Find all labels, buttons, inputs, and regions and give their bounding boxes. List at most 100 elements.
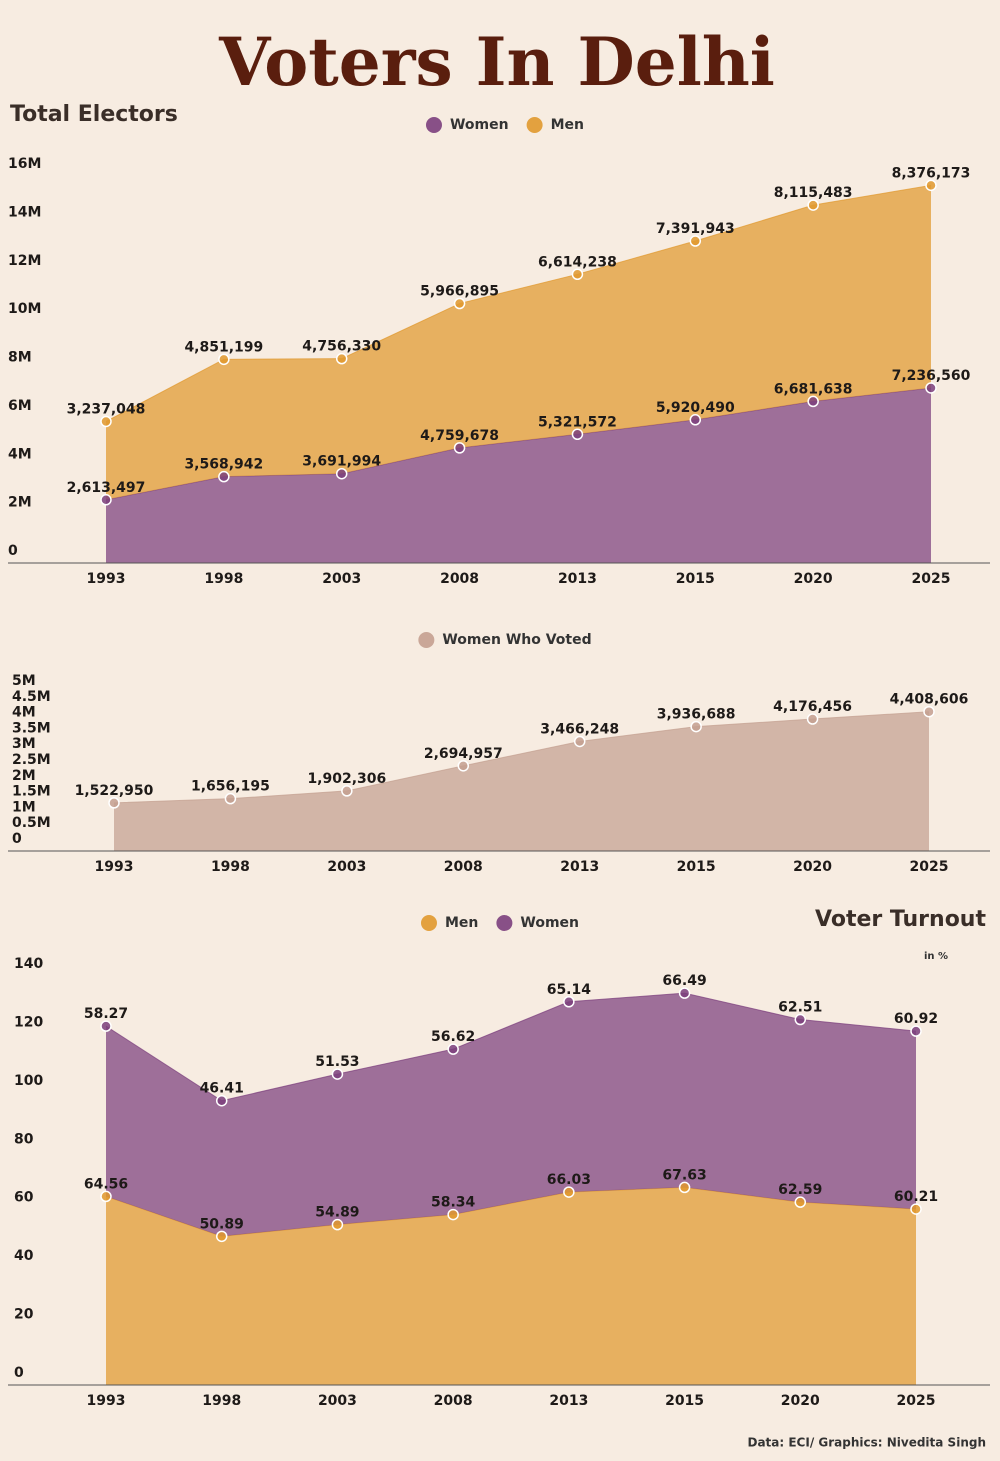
value-label: 3,568,942 bbox=[184, 457, 263, 473]
area-fill bbox=[106, 1187, 916, 1385]
y-tick-label: 1M bbox=[12, 799, 36, 815]
point bbox=[923, 705, 935, 718]
value-label: 67.63 bbox=[662, 1167, 706, 1183]
point bbox=[678, 987, 691, 999]
area-edge bbox=[113, 711, 930, 804]
value-label: 58.27 bbox=[84, 1006, 128, 1022]
value-label: 3,237,048 bbox=[67, 401, 146, 417]
y-tick-label: 140 bbox=[14, 956, 43, 972]
point bbox=[794, 1013, 807, 1026]
y-tick-label: 80 bbox=[14, 1131, 34, 1147]
legend-swatch bbox=[418, 632, 435, 648]
x-tick-label: 1993 bbox=[95, 859, 134, 875]
page-title: Voters In Delhi bbox=[218, 23, 775, 101]
x-tick-label: 2020 bbox=[793, 859, 832, 875]
point bbox=[571, 268, 584, 281]
value-label: 51.53 bbox=[315, 1054, 359, 1070]
value-label: 58.34 bbox=[431, 1195, 476, 1211]
value-label: 2,694,957 bbox=[424, 746, 503, 762]
point bbox=[563, 1186, 575, 1198]
value-label: 8,115,483 bbox=[774, 185, 853, 201]
y-tick-label: 100 bbox=[14, 1073, 43, 1089]
point bbox=[678, 1181, 691, 1194]
value-label: 64.56 bbox=[84, 1176, 128, 1192]
y-tick-label: 12M bbox=[8, 253, 41, 269]
value-label: 1,656,195 bbox=[191, 779, 270, 795]
point bbox=[925, 382, 937, 394]
point bbox=[447, 1208, 459, 1221]
point bbox=[335, 467, 348, 480]
value-label: 6,681,638 bbox=[774, 381, 853, 397]
legend: Women Who Voted bbox=[418, 632, 592, 648]
area-edge bbox=[105, 992, 917, 1102]
y-tick-label: 120 bbox=[14, 1014, 43, 1030]
y-tick-label: 6M bbox=[8, 398, 32, 414]
y-tick-label: 1.5M bbox=[12, 784, 51, 800]
point bbox=[689, 414, 702, 426]
legend-label: Women Who Voted bbox=[442, 632, 591, 648]
x-tick-label: 2013 bbox=[560, 859, 599, 875]
value-label: 7,236,560 bbox=[892, 368, 971, 384]
x-tick-label: 2015 bbox=[677, 859, 716, 875]
area-fill bbox=[114, 711, 929, 851]
point bbox=[910, 1203, 922, 1215]
y-tick-label: 4.5M bbox=[12, 689, 51, 705]
x-tick-label: 2003 bbox=[318, 1393, 357, 1409]
x-tick-label: 2013 bbox=[558, 571, 597, 587]
point bbox=[100, 1020, 112, 1032]
y-tick-label: 60 bbox=[14, 1190, 34, 1206]
y-tick-label: 2M bbox=[8, 495, 32, 511]
point bbox=[925, 179, 937, 192]
value-label: 3,691,994 bbox=[302, 454, 381, 470]
value-label: 5,321,572 bbox=[538, 414, 617, 430]
point bbox=[215, 1094, 228, 1107]
value-label: 3,936,688 bbox=[657, 707, 736, 723]
x-tick-label: 1998 bbox=[204, 571, 243, 587]
value-label: 8,376,173 bbox=[892, 165, 971, 181]
y-tick-label: 4M bbox=[12, 705, 36, 721]
x-tick-label: 2025 bbox=[897, 1393, 936, 1409]
y-tick-label: 4M bbox=[8, 446, 32, 462]
value-label: 60.92 bbox=[894, 1011, 938, 1027]
y-tick-label: 0 bbox=[14, 1365, 24, 1381]
point bbox=[453, 442, 466, 454]
y-tick-label: 16M bbox=[8, 156, 41, 172]
value-label: 7,391,943 bbox=[656, 221, 735, 237]
value-label: 62.51 bbox=[778, 1000, 822, 1016]
y-tick-label: 20 bbox=[14, 1307, 34, 1323]
y-tick-label: 2M bbox=[12, 768, 36, 784]
y-tick-label: 0 bbox=[12, 831, 22, 847]
x-tick-label: 2020 bbox=[781, 1393, 820, 1409]
x-tick-label: 2008 bbox=[440, 571, 479, 587]
point bbox=[807, 395, 819, 408]
value-label: 4,756,330 bbox=[302, 339, 381, 355]
source-note: Data: ECI/ Graphics: Nivedita Singh bbox=[747, 1436, 986, 1450]
legend: Women Men bbox=[425, 117, 584, 133]
x-tick-label: 2015 bbox=[665, 1393, 704, 1409]
x-tick-label: 1998 bbox=[202, 1393, 241, 1409]
value-label: 5,920,490 bbox=[656, 400, 735, 416]
point bbox=[218, 470, 230, 483]
point bbox=[563, 996, 575, 1008]
x-tick-label: 2003 bbox=[327, 859, 366, 875]
value-label: 56.62 bbox=[431, 1029, 475, 1045]
area-edge bbox=[105, 184, 932, 422]
point bbox=[794, 1196, 807, 1208]
area-fill bbox=[106, 993, 916, 1237]
value-label: 66.03 bbox=[547, 1172, 591, 1188]
chart-title: Total Electors bbox=[10, 102, 178, 127]
point bbox=[331, 1218, 344, 1231]
legend-swatch bbox=[420, 915, 437, 931]
y-tick-label: 40 bbox=[14, 1248, 34, 1264]
point bbox=[215, 1230, 228, 1243]
x-tick-label: 1993 bbox=[87, 571, 126, 587]
value-label: 60.21 bbox=[894, 1189, 938, 1205]
legend-swatch bbox=[496, 915, 513, 931]
value-label: 5,966,895 bbox=[420, 284, 499, 300]
legend-label: Women bbox=[450, 117, 509, 133]
point bbox=[218, 353, 230, 366]
y-tick-label: 3.5M bbox=[12, 720, 51, 736]
value-label: 4,176,456 bbox=[773, 699, 852, 715]
value-label: 4,851,199 bbox=[184, 339, 263, 355]
